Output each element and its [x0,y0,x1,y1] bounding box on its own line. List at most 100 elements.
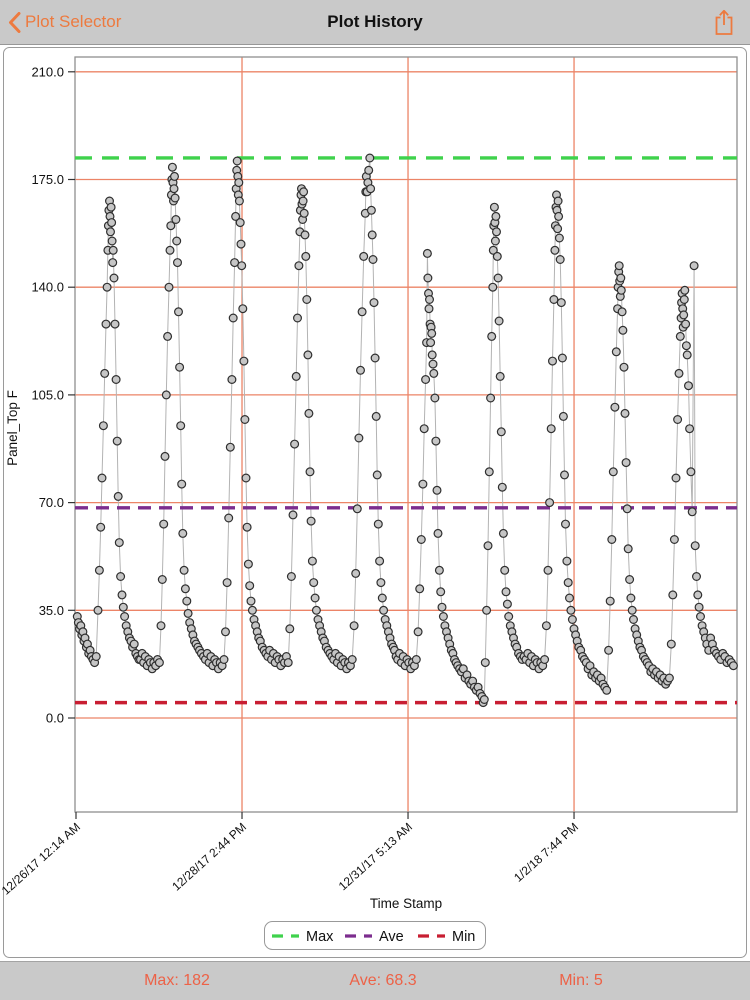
data-point [180,584,190,594]
data-point [347,654,357,664]
data-point [669,534,679,544]
data-point [560,519,570,529]
data-point [120,611,130,621]
data-point [111,375,121,385]
data-point [550,245,560,255]
data-point [553,224,563,234]
back-chevron-icon [9,11,21,33]
data-point [429,368,439,378]
data-point [431,436,441,446]
data-point [563,578,573,588]
share-button[interactable] [712,9,736,36]
data-point [177,479,187,489]
data-point [349,621,359,631]
data-point [304,408,314,418]
data-point [611,347,621,357]
data-point [502,599,512,609]
y-axis-title: Panel_Top F [5,390,20,466]
data-point [234,196,244,206]
legend-label-max: Max [306,929,334,945]
y-tick-label: 105.0 [31,387,64,402]
data-point [504,611,514,621]
data-point [483,541,493,551]
data-point [366,184,376,194]
data-point [285,624,295,634]
data-point [418,479,428,489]
data-points [72,153,738,708]
data-point [309,578,319,588]
share-icon [715,9,733,35]
data-point [602,685,612,695]
data-point [541,621,551,631]
data-point [159,519,169,529]
data-point [556,298,566,308]
data-point [305,467,315,477]
data-point [564,593,574,603]
data-point [298,196,308,206]
data-point [310,593,320,603]
data-point [492,227,502,237]
data-point [496,427,506,437]
navigation-bar: Plot Selector Plot History [0,0,750,45]
data-point [172,236,182,246]
data-point [354,433,364,443]
data-point [108,245,118,255]
data-point [484,467,494,477]
data-point [614,261,624,271]
data-point [555,255,565,265]
y-tick-label: 175.0 [31,172,64,187]
data-point [247,605,257,615]
data-point [105,227,115,237]
y-tick-label: 70.0 [39,495,64,510]
x-tick-label: 12/26/17 12:14 AM [0,820,83,898]
data-point [373,519,383,529]
data-point [427,350,437,360]
x-axis-title: Time Stamp [370,896,442,911]
data-point [283,658,293,668]
data-point [674,368,684,378]
data-point [559,470,569,480]
data-point [566,605,576,615]
data-point [554,211,564,221]
data-point [695,611,705,621]
data-point [236,239,246,249]
data-point [728,661,738,671]
data-point [619,362,629,372]
data-point [299,187,309,197]
data-point [91,651,101,661]
data-point [425,295,435,305]
data-point [500,565,510,575]
data-point [243,559,253,569]
data-point [157,574,167,584]
data-point [480,658,490,668]
data-point [411,654,421,664]
data-point [156,621,166,631]
data-point [174,307,184,317]
data-point [108,258,118,268]
back-button[interactable]: Plot Selector [8,0,121,44]
data-point [620,408,630,418]
data-point [242,522,252,532]
legend-label-min: Min [452,929,475,945]
data-point [545,498,555,508]
data-point [494,316,504,326]
data-point [422,248,432,258]
data-point [607,534,617,544]
data-point [617,307,627,317]
data-point [231,211,241,221]
data-point [178,528,188,538]
data-point [93,605,103,615]
x-tick-label: 1/2/18 7:44 PM [511,820,581,885]
data-point [491,211,501,221]
data-point [245,581,255,591]
data-point [246,596,256,606]
data-point [610,402,620,412]
data-point [291,371,301,381]
data-point [377,593,387,603]
x-tick-label: 12/28/17 2:44 PM [169,820,249,894]
data-point [681,341,691,351]
data-point [175,362,185,372]
data-point [488,245,498,255]
data-point [114,538,124,548]
